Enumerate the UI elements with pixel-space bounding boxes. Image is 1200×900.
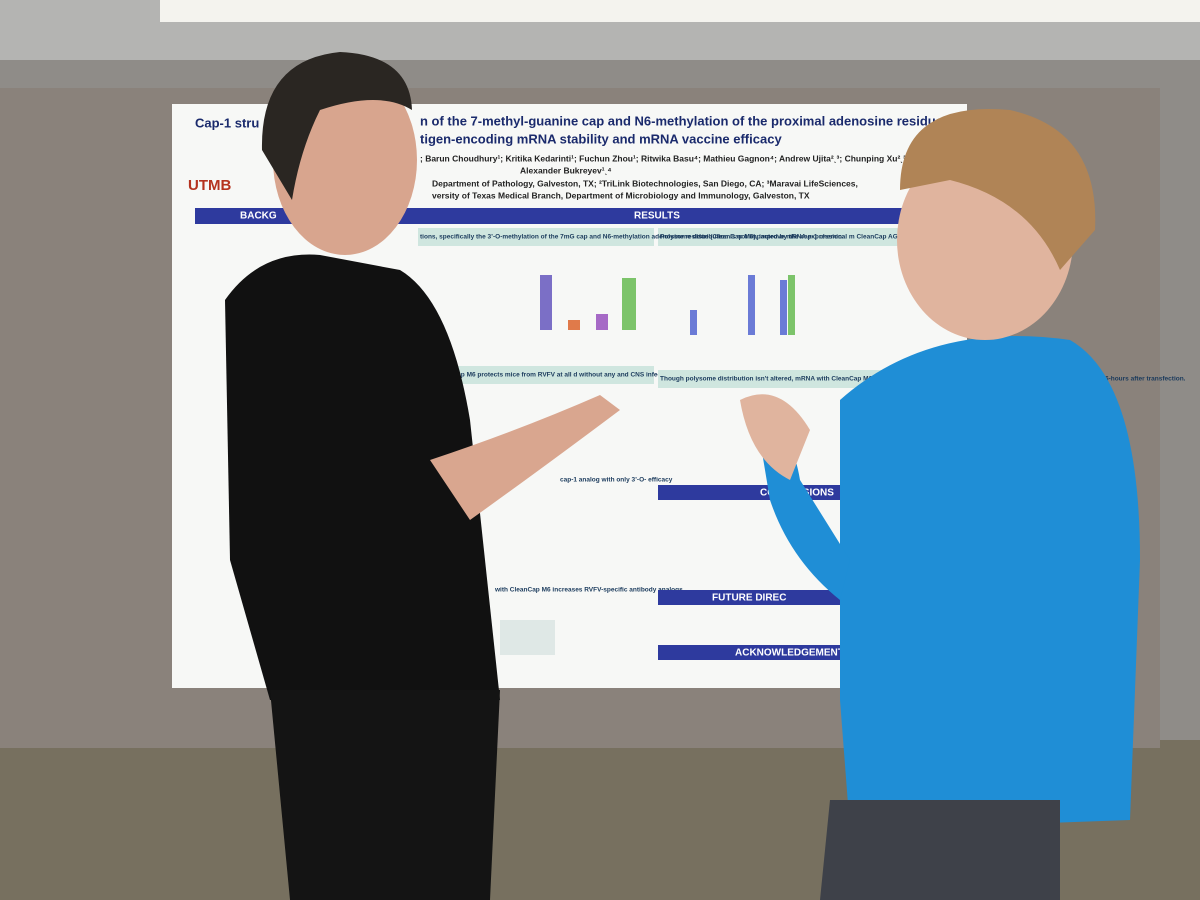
poster-title: n of the 7-methyl-guanine cap and N6-met… [420, 113, 943, 128]
person-left [225, 52, 620, 900]
subhead-box [418, 366, 654, 384]
poster-title: Cap-1 stru [195, 115, 259, 130]
section-header: FUTURE DIREC [712, 593, 786, 604]
light [160, 0, 1200, 22]
subhead: cap-1 analog with only 3’-O- efficacy [560, 477, 673, 484]
authors: Alexander Bukreyev¹ˎ⁴ [520, 165, 612, 175]
subhead: Polysome distribution is not impacted by… [660, 234, 1014, 241]
section-header: RESULTS [634, 211, 680, 222]
subhead-box [418, 228, 654, 246]
poster-figures [500, 275, 795, 655]
subhead: with CleanCap M6 increases RVFV-specific… [494, 587, 685, 594]
subhead-box [658, 228, 948, 246]
section-header: BACKG [240, 211, 277, 222]
person-right [740, 109, 1140, 900]
authors: ; Barun Choudhury¹; Kritika Kedarinti¹; … [420, 153, 909, 163]
poster-title: tigen-encoding mRNA stability and mRNA v… [420, 131, 782, 146]
affiliations: versity of Texas Medical Branch, Departm… [432, 190, 810, 200]
logo: UTMB [188, 177, 231, 194]
subhead: tions, specifically the 3’-O-methylation… [420, 234, 844, 241]
affiliations: Department of Pathology, Galveston, TX; … [432, 178, 858, 188]
subhead: with CleanCap M6 protects mice from RVFV… [419, 372, 673, 379]
section-header: ACKNOWLEDGEMENTS [735, 648, 851, 659]
